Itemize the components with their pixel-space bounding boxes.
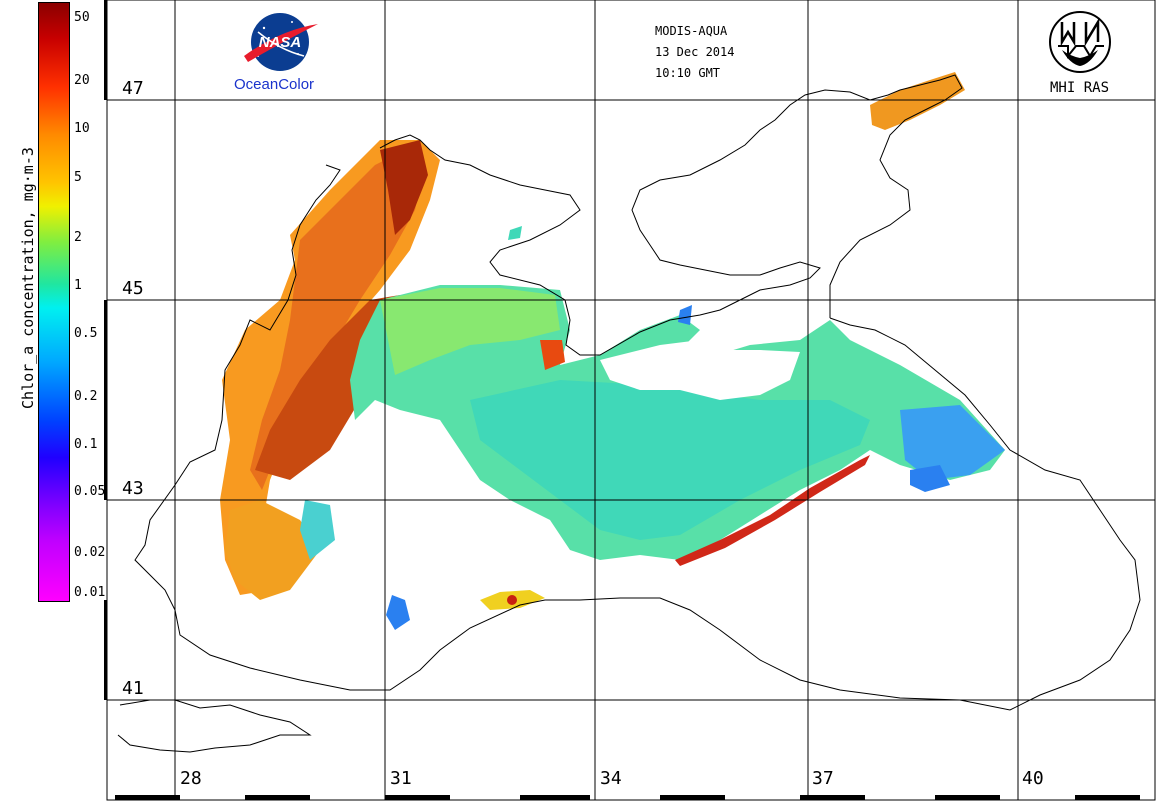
colorbar-tick: 1: [74, 278, 82, 293]
mhi-ras-logo: [1049, 11, 1111, 73]
colorbar-tick: 0.1: [74, 437, 98, 452]
colorbar-tick: 5: [74, 170, 82, 185]
colorbar-axis-label: Chlor_a concentration, mg·m-3: [19, 147, 37, 409]
latitude-label: 47: [120, 78, 146, 99]
chlorophyll-data-layer: [220, 72, 1005, 630]
nasa-logo: NASA: [244, 13, 318, 71]
longitude-label: 28: [180, 768, 202, 789]
longitude-label: 37: [812, 768, 834, 789]
colorbar: [38, 2, 70, 602]
acquisition-date: 13 Dec 2014: [655, 45, 735, 59]
colorbar-tick: 2: [74, 230, 82, 245]
sensor-name: MODIS-AQUA: [655, 24, 728, 38]
colorbar-tick: 0.01: [74, 585, 106, 600]
frame-scale-bottom: [115, 795, 1140, 800]
latitude-label: 41: [120, 678, 146, 699]
colorbar-tick: 10: [74, 121, 90, 136]
colorbar-tick: 0.5: [74, 326, 98, 341]
colorbar-tick: 20: [74, 73, 90, 88]
latitude-label: 43: [120, 478, 146, 499]
colorbar-tick: 0.05: [74, 484, 106, 499]
frame-scale-left: [104, 0, 107, 700]
latitude-label: 45: [120, 278, 146, 299]
acquisition-time: 10:10 GMT: [655, 66, 721, 80]
colorbar-tick: 0.2: [74, 389, 98, 404]
oceancolor-caption: OceanColor: [234, 76, 315, 93]
longitude-label: 31: [390, 768, 412, 789]
nasa-logo-text: NASA: [259, 34, 302, 51]
mhi-ras-caption: MHI RAS: [1050, 80, 1110, 96]
colorbar-tick: 0.02: [74, 545, 106, 560]
longitude-label: 40: [1022, 768, 1044, 789]
longitude-label: 34: [600, 768, 622, 789]
colorbar-tick: 50: [74, 10, 90, 25]
graticule: [107, 0, 1155, 800]
